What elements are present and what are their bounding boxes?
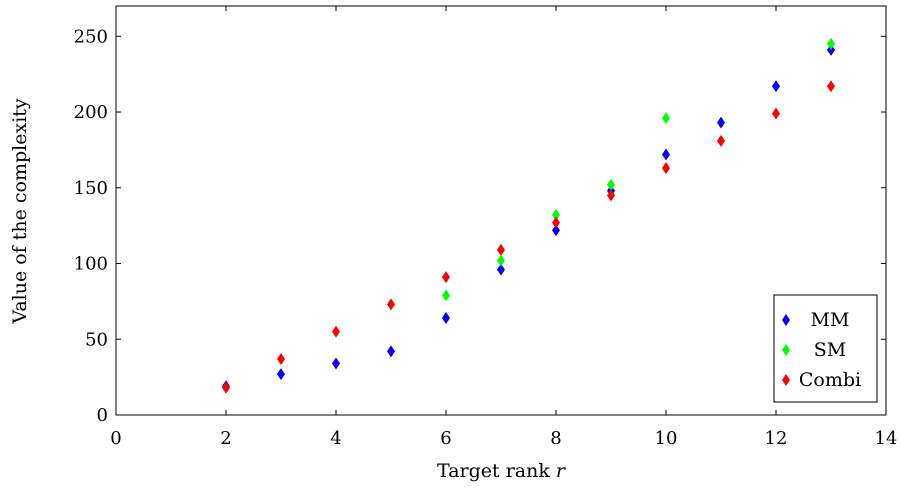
point-combi xyxy=(277,352,285,365)
point-mm xyxy=(442,312,450,325)
plot-frame xyxy=(115,5,887,416)
point-combi xyxy=(772,107,780,120)
legend-label-sm: SM xyxy=(814,339,846,361)
point-mm xyxy=(772,80,780,93)
legend-marker-mm xyxy=(782,314,790,326)
x-tick-label: 0 xyxy=(110,428,121,449)
x-tick-label: 2 xyxy=(220,428,231,449)
y-tick-label: 0 xyxy=(97,405,108,426)
point-sm xyxy=(607,178,615,191)
point-mm xyxy=(717,116,725,129)
x-tick-label: 8 xyxy=(550,428,561,449)
x-tick-label: 10 xyxy=(655,428,678,449)
point-mm xyxy=(552,224,560,237)
point-mm xyxy=(332,357,340,370)
x-tick-label: 6 xyxy=(440,428,451,449)
point-sm xyxy=(827,37,835,50)
point-combi xyxy=(442,271,450,284)
legend-marker-combi xyxy=(782,374,790,386)
y-tick-label: 100 xyxy=(74,254,108,275)
legend-box xyxy=(773,294,878,403)
x-tick-label: 14 xyxy=(875,428,898,449)
y-tick-label: 250 xyxy=(74,26,108,47)
point-combi xyxy=(222,381,230,394)
y-axis-label: Value of the complexity xyxy=(9,98,31,325)
x-axis-label-text: Target rank xyxy=(437,460,550,482)
y-tick-label: 200 xyxy=(74,102,108,123)
x-axis-label: Target rank r xyxy=(437,460,567,482)
y-tick-label: 150 xyxy=(74,178,108,199)
point-sm xyxy=(497,254,505,267)
point-combi xyxy=(607,189,615,202)
point-sm xyxy=(552,209,560,222)
plot-marks xyxy=(222,37,835,394)
point-sm xyxy=(442,289,450,302)
point-mm xyxy=(827,43,835,56)
x-tick-label: 12 xyxy=(765,428,788,449)
point-combi xyxy=(552,216,560,229)
axis-ticks: 0 2 4 6 8 10 12 14 0 50 100 150 200 250 xyxy=(74,6,898,449)
point-combi xyxy=(717,134,725,147)
point-combi xyxy=(497,243,505,256)
point-combi xyxy=(387,298,395,311)
x-tick-label: 4 xyxy=(330,428,341,449)
point-mm xyxy=(497,263,505,276)
point-mm xyxy=(387,345,395,358)
point-mm xyxy=(277,368,285,381)
legend: MM SM Combi xyxy=(773,294,878,403)
point-combi xyxy=(827,80,835,93)
point-sm xyxy=(662,112,670,125)
point-mm xyxy=(662,148,670,161)
legend-marker-sm xyxy=(782,344,790,356)
x-axis-label-variable: r xyxy=(556,460,567,482)
point-combi xyxy=(332,325,340,338)
legend-label-mm: MM xyxy=(811,309,850,331)
y-tick-label: 50 xyxy=(85,329,108,350)
legend-label-combi: Combi xyxy=(799,369,861,391)
point-combi xyxy=(662,162,670,175)
